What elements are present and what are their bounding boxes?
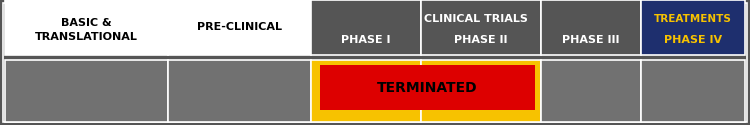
- Bar: [311, 0, 421, 55]
- Text: TRANSLATIONAL: TRANSLATIONAL: [35, 32, 138, 42]
- Text: TERMINATED: TERMINATED: [377, 80, 478, 94]
- Bar: [641, 60, 745, 122]
- Text: PHASE III: PHASE III: [562, 35, 620, 45]
- Bar: [5, 60, 168, 122]
- Text: TREATMENTS: TREATMENTS: [654, 14, 732, 24]
- Bar: [320, 65, 535, 110]
- Text: PHASE IV: PHASE IV: [664, 35, 722, 45]
- Bar: [168, 60, 311, 122]
- Bar: [421, 0, 541, 55]
- Text: PHASE I: PHASE I: [341, 35, 391, 45]
- Bar: [541, 60, 641, 122]
- Bar: [641, 0, 745, 55]
- Text: CLINICAL TRIALS: CLINICAL TRIALS: [424, 14, 528, 24]
- Bar: [5, 0, 168, 55]
- Bar: [168, 0, 311, 55]
- Bar: [541, 0, 641, 55]
- Text: PHASE II: PHASE II: [454, 35, 508, 45]
- Text: BASIC &: BASIC &: [62, 18, 112, 28]
- Text: PRE-CLINICAL: PRE-CLINICAL: [197, 22, 282, 32]
- Bar: [311, 60, 421, 122]
- Bar: [421, 60, 541, 122]
